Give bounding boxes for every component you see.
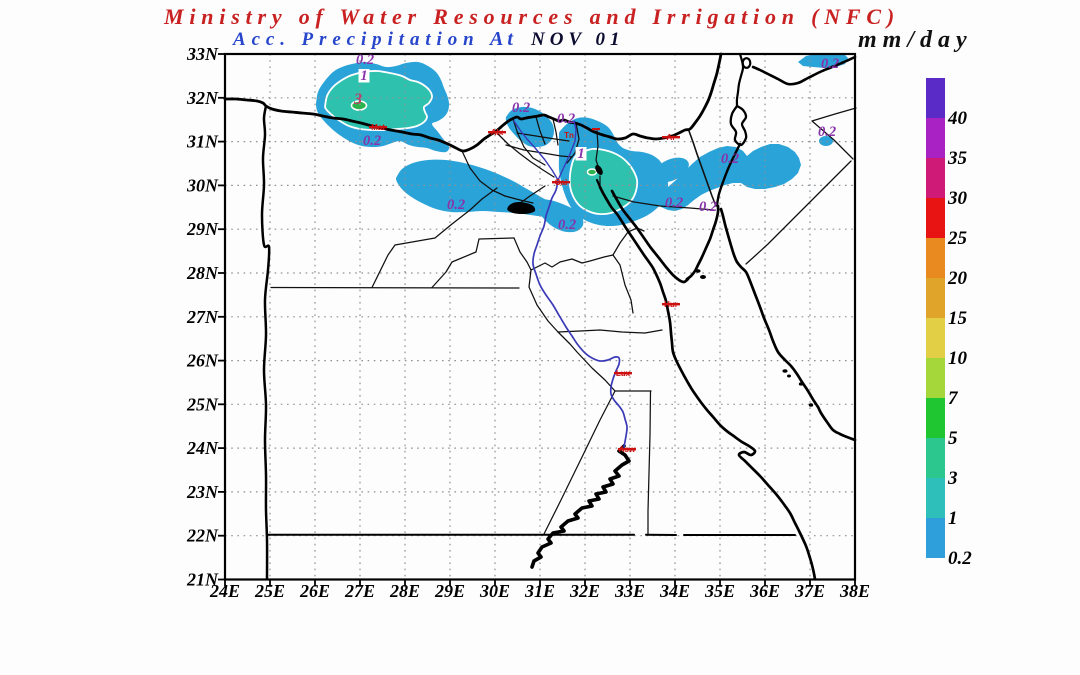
svg-text:0.2: 0.2 [665,195,683,211]
svg-text:Acc. Precipitation: Acc. Precipitation [232,29,480,50]
svg-text:32N: 32N [186,88,219,108]
svg-text:1: 1 [360,68,367,84]
svg-text:40: 40 [947,108,968,129]
svg-text:7: 7 [948,388,959,409]
svg-text:22N: 22N [186,526,219,546]
svg-text:0.2: 0.2 [721,151,739,167]
svg-text:33E: 33E [614,581,645,601]
svg-text:24E: 24E [209,581,240,601]
svg-text:26E: 26E [299,581,330,601]
svg-text:0.2: 0.2 [363,133,381,149]
svg-text:0.2: 0.2 [821,56,839,72]
svg-text:0.2: 0.2 [948,548,972,569]
svg-text:27N: 27N [186,307,219,327]
svg-text:5: 5 [948,428,958,449]
svg-text:21N: 21N [186,570,219,590]
svg-text:32E: 32E [569,581,600,601]
svg-text:3: 3 [947,468,958,489]
svg-text:1: 1 [577,146,584,162]
svg-text:30: 30 [947,188,968,209]
svg-text:24N: 24N [186,438,219,458]
svg-text:23N: 23N [186,482,219,502]
svg-text:26N: 26N [186,351,219,371]
svg-text:Tn: Tn [564,131,574,140]
svg-text:0.2: 0.2 [818,124,836,140]
svg-text:25N: 25N [186,394,219,414]
svg-text:25E: 25E [254,581,285,601]
svg-text:mm/day: mm/day [858,27,973,53]
svg-text:1: 1 [948,508,958,529]
svg-text:35E: 35E [704,581,735,601]
svg-text:29E: 29E [434,581,465,601]
svg-text:30E: 30E [479,581,510,601]
svg-text:At: At [488,28,517,50]
svg-text:0.2: 0.2 [447,197,465,213]
svg-text:34E: 34E [659,581,690,601]
svg-text:37E: 37E [794,581,825,601]
svg-text:36E: 36E [749,581,780,601]
svg-text:30N: 30N [186,175,219,195]
svg-text:29N: 29N [186,219,219,239]
svg-text:0.2: 0.2 [512,100,530,116]
svg-text:0.2: 0.2 [356,52,374,68]
svg-text:NOV 01: NOV 01 [530,29,625,50]
svg-text:0.2: 0.2 [558,217,576,233]
svg-text:0.2: 0.2 [699,199,717,215]
svg-text:28N: 28N [186,263,219,283]
svg-text:27E: 27E [344,581,375,601]
svg-text:10: 10 [948,348,968,369]
svg-text:33N: 33N [186,44,219,64]
svg-text:15: 15 [948,308,968,329]
svg-text:31E: 31E [524,581,555,601]
svg-text:35: 35 [947,148,968,169]
svg-text:31N: 31N [186,132,219,152]
svg-text:28E: 28E [389,581,420,601]
svg-text:3: 3 [353,91,362,108]
svg-text:0.2: 0.2 [557,111,575,127]
svg-text:Ministry of Water Resources an: Ministry of Water Resources and Irrigati… [163,4,900,29]
svg-text:20: 20 [947,268,968,289]
svg-text:38E: 38E [839,581,870,601]
svg-text:25: 25 [947,228,968,249]
